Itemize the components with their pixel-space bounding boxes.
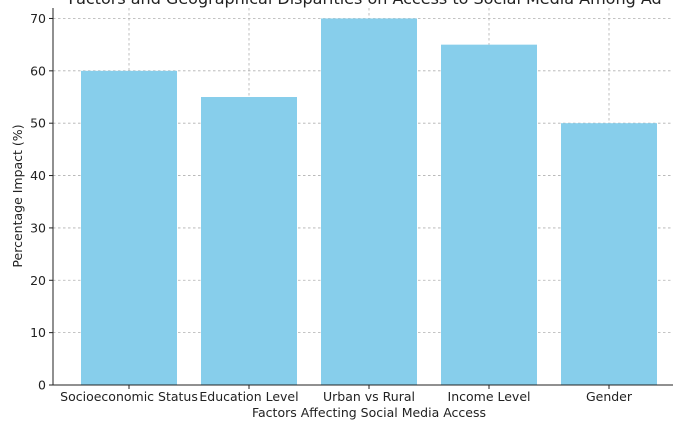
bars [81, 18, 657, 386]
bar-education-level [201, 97, 297, 385]
y-tick-label: 0 [38, 378, 46, 393]
x-tick-label: Urban vs Rural [323, 389, 415, 404]
y-ticks: 0 10 20 30 40 50 60 70 [30, 11, 53, 393]
y-tick-label: 10 [30, 325, 46, 340]
bar-urban-vs-rural [321, 18, 417, 385]
y-tick-label: 40 [30, 168, 46, 183]
x-axis-label: Factors Affecting Social Media Access [252, 405, 486, 420]
y-tick-label: 30 [30, 220, 46, 235]
x-tick-label: Income Level [448, 389, 531, 404]
x-ticks: Socioeconomic Status Education Level Urban… [60, 385, 633, 404]
bar-gender [561, 123, 657, 385]
x-tick-label: Gender [586, 389, 633, 404]
bar-socioeconomic-status [81, 70, 177, 385]
y-tick-label: 70 [30, 11, 46, 26]
y-tick-label: 50 [30, 116, 46, 131]
chart-title: Factors and Geographical Disparities on … [68, 0, 661, 8]
y-tick-label: 20 [30, 273, 46, 288]
x-tick-label: Education Level [199, 389, 298, 404]
y-tick-label: 60 [30, 63, 46, 78]
y-axis-label: Percentage Impact (%) [10, 124, 25, 267]
bar-income-level [441, 44, 537, 386]
x-tick-label: Socioeconomic Status [60, 389, 198, 404]
